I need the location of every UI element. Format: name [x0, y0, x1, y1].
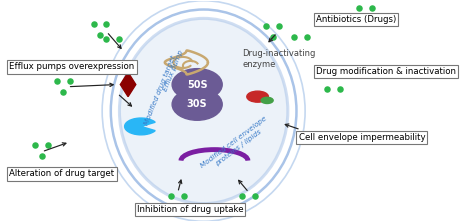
Text: Modified cell envelope
proteins / lipids: Modified cell envelope proteins / lipids [200, 115, 273, 175]
Point [103, 38, 110, 41]
Point [174, 205, 182, 209]
Ellipse shape [172, 89, 222, 120]
Point [45, 143, 52, 147]
Point [90, 22, 97, 26]
Point [103, 22, 110, 26]
Text: Drug modification & inactivation: Drug modification & inactivation [316, 67, 456, 76]
Wedge shape [125, 118, 155, 135]
Point [96, 33, 104, 37]
Circle shape [261, 97, 273, 103]
Point [252, 194, 259, 198]
Point [291, 35, 298, 39]
Point [53, 79, 61, 83]
Point [351, 20, 358, 24]
Text: Modified drug target: Modified drug target [144, 54, 177, 126]
Text: Inhibition of drug uptake: Inhibition of drug uptake [137, 205, 243, 214]
Point [336, 87, 344, 91]
Text: Efflux pump: Efflux pump [163, 49, 184, 92]
Ellipse shape [119, 18, 288, 204]
Point [167, 194, 175, 198]
Text: 30S: 30S [187, 99, 208, 109]
Polygon shape [120, 72, 136, 97]
Point [275, 24, 283, 28]
Text: Antibiotics (Drugs): Antibiotics (Drugs) [316, 15, 396, 24]
Point [38, 155, 46, 158]
Point [116, 38, 123, 41]
Point [263, 24, 270, 28]
Point [60, 91, 67, 94]
Circle shape [247, 91, 268, 102]
Point [31, 143, 39, 147]
Point [181, 194, 188, 198]
Point [66, 79, 73, 83]
Text: Drug-inactivating
enzyme: Drug-inactivating enzyme [243, 50, 316, 69]
Text: 50S: 50S [187, 79, 208, 89]
Point [303, 35, 311, 39]
Text: Efflux pumps overexpression: Efflux pumps overexpression [9, 62, 135, 71]
Ellipse shape [172, 69, 222, 100]
Point [368, 7, 376, 10]
Text: Alteration of drug target: Alteration of drug target [9, 169, 114, 178]
Text: Cell envelope impermeability: Cell envelope impermeability [299, 133, 425, 142]
Point [356, 7, 363, 10]
Point [323, 87, 330, 91]
Point [239, 194, 246, 198]
Point [269, 35, 276, 39]
